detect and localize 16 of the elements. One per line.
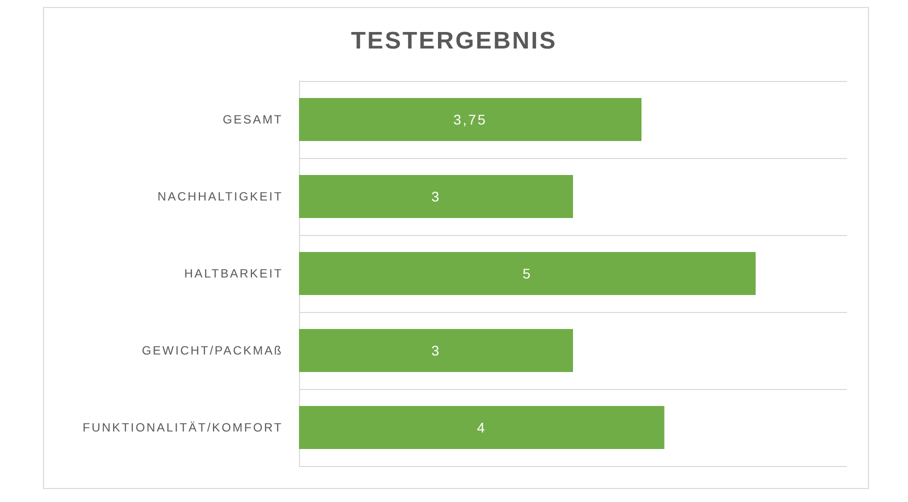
bar (299, 406, 664, 450)
data-label: 5 (522, 266, 532, 282)
chart-title: TESTERGEBNIS (351, 28, 557, 54)
bar (299, 252, 756, 296)
y-tick-label: NACHHALTIGKEIT (157, 190, 283, 204)
y-tick-label: HALTBARKEIT (184, 266, 283, 280)
data-label: 4 (476, 420, 486, 436)
bar (299, 98, 642, 142)
data-label: 3 (431, 188, 441, 204)
y-tick-label: GESAMT (222, 112, 283, 126)
data-label: 3,75 (453, 112, 488, 128)
y-tick-label: FUNKTIONALITÄT/KOMFORT (82, 420, 283, 434)
bar (299, 174, 573, 218)
data-label: 3 (431, 342, 441, 358)
bar (299, 328, 573, 372)
y-tick-label: GEWICHT/PACKMAß (142, 344, 283, 358)
